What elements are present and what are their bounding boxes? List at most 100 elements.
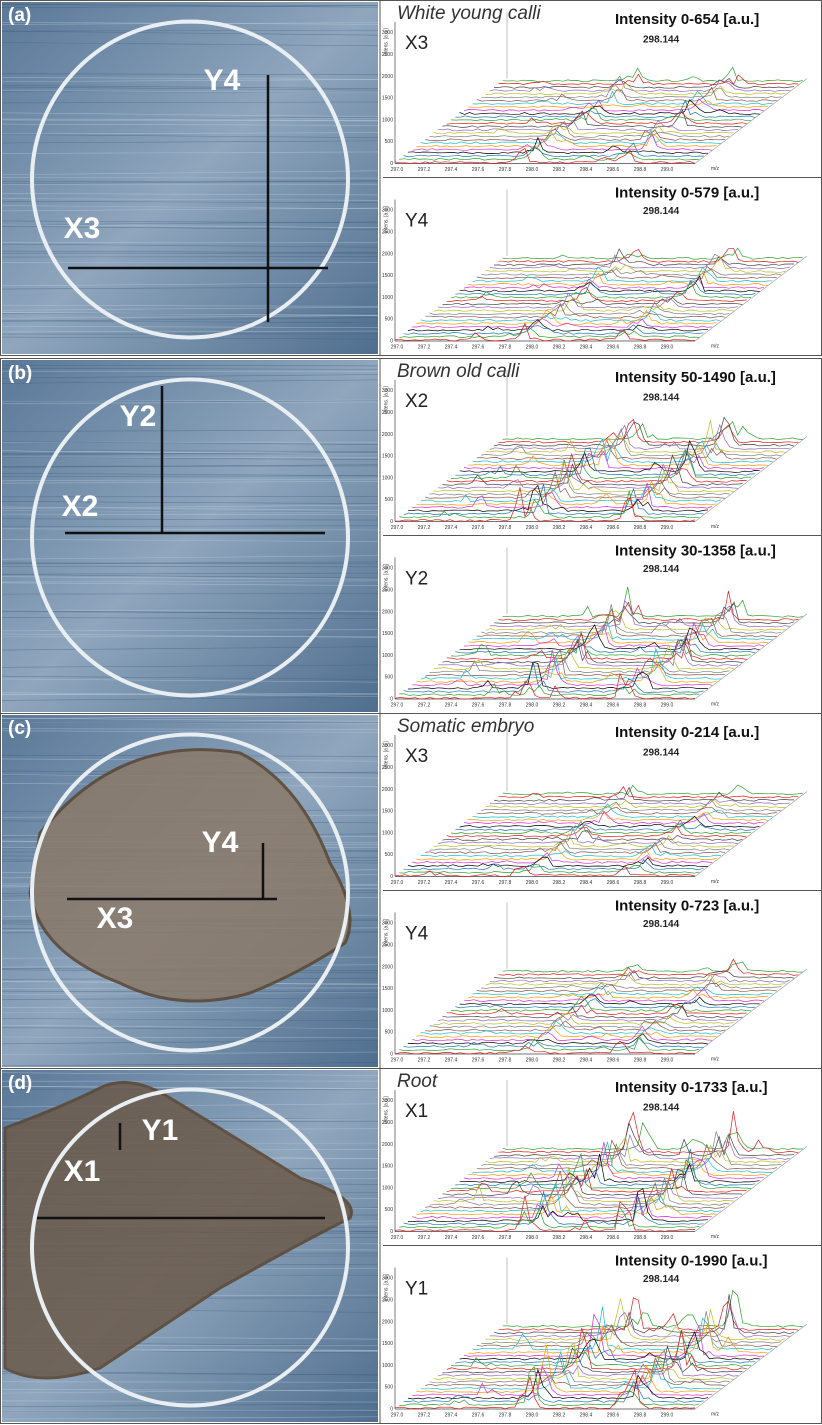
intensity-range: Intensity 0-579 [a.u.] xyxy=(615,184,759,201)
spectrum-trace xyxy=(434,1013,734,1025)
sample-name: Root xyxy=(397,1071,438,1092)
y-tick-label: 500 xyxy=(385,1385,394,1391)
y-tick-label: 1000 xyxy=(382,1008,393,1014)
panel-label: (a) xyxy=(8,5,31,26)
y-tick-label: 1500 xyxy=(382,1341,393,1347)
intensity-range: Intensity 0-723 [a.u.] xyxy=(615,897,759,914)
depth-edge xyxy=(695,792,807,877)
spectrum-trace xyxy=(486,973,786,985)
y-axis-label: Intens. [a.u.] xyxy=(383,563,389,591)
axis-name: Y2 xyxy=(405,569,428,590)
spectrum-trace xyxy=(425,129,725,141)
spectrum-trace xyxy=(408,857,708,867)
spectrum-trace xyxy=(503,785,803,795)
spectrum-trace xyxy=(421,1352,721,1390)
spectrum-trace xyxy=(503,587,803,618)
axis-name: X3 xyxy=(405,33,428,54)
y-tick-label: 1500 xyxy=(382,1164,393,1170)
x-tick-label: 298.8 xyxy=(634,525,647,531)
peak-label: 298.144 xyxy=(643,564,680,575)
photo-label: X3 xyxy=(97,902,134,935)
x-tick-label: 297.2 xyxy=(418,1412,431,1418)
x-tick-label: 297.8 xyxy=(499,344,512,350)
x-tick-label: 297.4 xyxy=(445,880,458,886)
spectrum-trace xyxy=(434,298,734,312)
x-tick-label: 298.0 xyxy=(526,525,539,531)
x-tick-label: 297.0 xyxy=(391,1057,404,1063)
spectrum-trace xyxy=(486,1137,786,1163)
x-tick-label: 297.8 xyxy=(499,880,512,886)
x-tick-label: 297.6 xyxy=(472,702,485,708)
photo-label: X3 xyxy=(64,212,101,245)
y-tick-label: 2000 xyxy=(382,432,393,438)
y-tick-label: 2000 xyxy=(382,787,393,793)
peak-label: 298.144 xyxy=(643,919,680,930)
x-tick-label: 298.8 xyxy=(634,344,647,350)
x-tick-label: 297.2 xyxy=(418,1235,431,1241)
spectrum-trace xyxy=(498,419,798,443)
spectrum-trace xyxy=(408,138,708,154)
x-tick-label: 298.6 xyxy=(607,525,620,531)
spectrum-trace xyxy=(412,1026,712,1041)
x-tick-label: 299.0 xyxy=(661,525,674,531)
x-tick-label: 299.0 xyxy=(661,702,674,708)
spectrum-trace xyxy=(490,76,790,92)
y-tick-label: 500 xyxy=(385,317,394,323)
x-tick-label: 297.8 xyxy=(499,1412,512,1418)
y-tick-label: 500 xyxy=(385,497,394,503)
x-tick-label: 298.4 xyxy=(580,880,593,886)
x-tick-label: 298.4 xyxy=(580,702,593,708)
y-tick-label: 500 xyxy=(385,139,394,145)
y-tick-label: 1000 xyxy=(382,117,393,123)
intensity-range: Intensity 50-1490 [a.u.] xyxy=(615,369,776,386)
y-tick-label: 1000 xyxy=(382,653,393,659)
spectrum-trace xyxy=(503,1291,803,1328)
y-tick-label: 2000 xyxy=(382,964,393,970)
spectrum-trace xyxy=(490,1135,790,1160)
y-tick-label: 1500 xyxy=(382,454,393,460)
intensity-range: Intensity 0-1733 [a.u.] xyxy=(615,1079,768,1096)
depth-edge xyxy=(695,79,807,164)
spectrum-trace xyxy=(477,87,777,101)
spectrum-trace xyxy=(408,1034,708,1045)
photo-background xyxy=(2,360,378,712)
x-tick-label: 297.0 xyxy=(391,1412,404,1418)
y-axis-label: Intens. [a.u.] xyxy=(383,1273,389,1301)
y-axis-label: Intens. [a.u.] xyxy=(383,205,389,233)
sample-name: White young calli xyxy=(397,3,541,24)
x-tick-label: 297.6 xyxy=(472,1412,485,1418)
x-tick-label: 297.8 xyxy=(499,525,512,531)
peak-label: 298.144 xyxy=(643,1274,680,1285)
spectrum-trace xyxy=(477,807,777,814)
spectrum-trace xyxy=(486,257,786,272)
photo: (c)Y4X3 xyxy=(2,715,378,1067)
y-tick-label: 1500 xyxy=(382,631,393,637)
x-tick-label: 298.4 xyxy=(580,525,593,531)
y-axis-label: Intens. [a.u.] xyxy=(383,386,389,414)
intensity-range: Intensity 0-214 [a.u.] xyxy=(615,724,759,741)
y-tick-label: 1000 xyxy=(382,295,393,301)
y-tick-label: 2000 xyxy=(382,609,393,615)
y-tick-label: 1000 xyxy=(382,1185,393,1191)
spectrum-trace xyxy=(421,845,721,857)
y-tick-label: 500 xyxy=(385,675,394,681)
x-tick-label: 298.8 xyxy=(634,1412,647,1418)
x-axis-label: m/z xyxy=(711,1411,720,1417)
y-tick-label: 500 xyxy=(385,1030,394,1036)
intensity-range: Intensity 0-654 [a.u.] xyxy=(615,11,759,28)
x-tick-label: 298.2 xyxy=(553,1057,566,1063)
spectrum-trace xyxy=(503,67,803,82)
x-tick-label: 298.8 xyxy=(634,1235,647,1241)
x-tick-label: 298.0 xyxy=(526,1235,539,1241)
spectrum-trace xyxy=(486,83,786,95)
x-tick-label: 297.0 xyxy=(391,167,404,173)
y-tick-label: 1000 xyxy=(382,475,393,481)
x-tick-label: 298.0 xyxy=(526,1057,539,1063)
peak-label: 298.144 xyxy=(643,206,680,217)
spectrum-plot: 050010001500200025003000Intens. [a.u.]29… xyxy=(382,1071,807,1241)
y-tick-label: 1000 xyxy=(382,830,393,836)
y-tick-label: 2000 xyxy=(382,1319,393,1325)
panel-label: (d) xyxy=(8,1073,32,1094)
x-tick-label: 298.6 xyxy=(607,1235,620,1241)
